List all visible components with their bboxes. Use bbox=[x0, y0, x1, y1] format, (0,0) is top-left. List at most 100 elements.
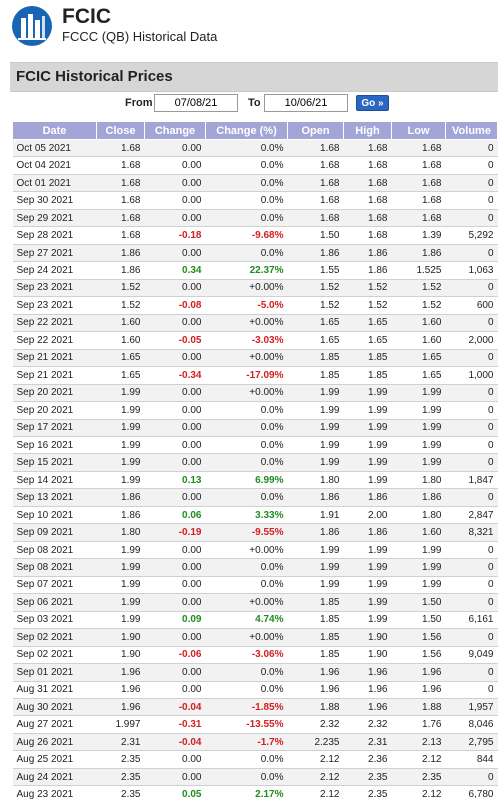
cell-volume: 0 bbox=[445, 173, 498, 192]
cell-volume: 0 bbox=[445, 383, 498, 402]
cell-change: -0.31 bbox=[144, 715, 206, 734]
cell-low: 1.68 bbox=[391, 138, 446, 157]
cell-change: 0.00 bbox=[144, 418, 206, 437]
cell-change: 0.34 bbox=[144, 261, 206, 280]
cell-low: 1.60 bbox=[391, 313, 446, 332]
table-row: Sep 02 2021 1.90 -0.06 -3.06% 1.85 1.90 1.56 9,… bbox=[12, 645, 498, 664]
cell-high: 1.99 bbox=[343, 593, 392, 612]
cell-change-percent: 0.0% bbox=[205, 401, 288, 419]
cell-low: 1.65 bbox=[391, 366, 446, 385]
cell-high: 2.36 bbox=[343, 750, 392, 769]
table-row: Sep 02 2021 1.90 0.00 +0.00% 1.85 1.90 1.56 0 bbox=[12, 628, 498, 647]
cell-date: Sep 06 2021 bbox=[12, 593, 97, 612]
cell-high: 1.52 bbox=[343, 278, 392, 297]
cell-change-percent: +0.00% bbox=[205, 383, 288, 402]
cell-change-percent: 0.0% bbox=[205, 767, 288, 786]
cell-open: 1.85 bbox=[287, 628, 344, 647]
cell-low: 1.60 bbox=[391, 331, 446, 350]
cell-change-percent: -17.09% bbox=[205, 366, 288, 385]
cell-open: 1.55 bbox=[287, 261, 344, 280]
cell-close: 1.99 bbox=[96, 453, 145, 472]
cell-low: 1.76 bbox=[391, 715, 446, 734]
cell-close: 1.86 bbox=[96, 243, 145, 262]
cell-volume: 9,049 bbox=[445, 645, 498, 664]
cell-close: 1.99 bbox=[96, 610, 145, 629]
cell-date: Sep 21 2021 bbox=[12, 366, 97, 385]
cell-low: 1.86 bbox=[391, 243, 446, 262]
column-header-change-percent[interactable]: Change (%) bbox=[205, 121, 288, 140]
table-row: Aug 27 2021 1.997 -0.31 -13.55% 2.32 2.32 1.76… bbox=[12, 715, 498, 734]
cell-change-percent: 3.33% bbox=[205, 505, 288, 524]
cell-change-percent: 0.0% bbox=[205, 575, 288, 594]
cell-date: Sep 22 2021 bbox=[12, 331, 97, 350]
cell-open: 1.99 bbox=[287, 575, 344, 594]
column-header-low[interactable]: Low bbox=[391, 121, 446, 140]
cell-change: -0.18 bbox=[144, 226, 206, 245]
cell-high: 1.90 bbox=[343, 628, 392, 647]
cell-close: 1.99 bbox=[96, 558, 145, 577]
cell-close: 1.60 bbox=[96, 313, 145, 332]
cell-volume: 0 bbox=[445, 156, 498, 175]
column-header-change[interactable]: Change bbox=[144, 121, 206, 140]
cell-close: 1.65 bbox=[96, 348, 145, 367]
cell-open: 2.235 bbox=[287, 732, 344, 751]
cell-close: 1.68 bbox=[96, 138, 145, 157]
table-row: Oct 04 2021 1.68 0.00 0.0% 1.68 1.68 1.68 0 bbox=[12, 156, 498, 175]
cell-high: 1.85 bbox=[343, 348, 392, 367]
cell-open: 1.99 bbox=[287, 540, 344, 559]
cell-change-percent: 0.0% bbox=[205, 558, 288, 577]
to-date-input[interactable] bbox=[264, 94, 348, 112]
cell-high: 1.99 bbox=[343, 610, 392, 629]
cell-volume: 0 bbox=[445, 435, 498, 454]
cell-open: 1.99 bbox=[287, 435, 344, 454]
cell-change-percent: 0.0% bbox=[205, 750, 288, 769]
column-header-close[interactable]: Close bbox=[96, 121, 145, 140]
column-header-high[interactable]: High bbox=[343, 121, 392, 140]
table-row: Sep 22 2021 1.60 0.00 +0.00% 1.65 1.65 1.60 0 bbox=[12, 313, 498, 332]
cell-open: 1.65 bbox=[287, 313, 344, 332]
cell-change: 0.00 bbox=[144, 558, 206, 577]
cell-change-percent: 0.0% bbox=[205, 418, 288, 437]
cell-close: 1.90 bbox=[96, 628, 145, 647]
table-row: Sep 21 2021 1.65 0.00 +0.00% 1.85 1.85 1.65 0 bbox=[12, 348, 498, 367]
cell-date: Sep 10 2021 bbox=[12, 505, 97, 524]
section-title: FCIC Historical Prices bbox=[16, 68, 173, 85]
cell-date: Sep 15 2021 bbox=[12, 453, 97, 472]
table-row: Aug 30 2021 1.96 -0.04 -1.85% 1.88 1.96 1.88 1,… bbox=[12, 697, 498, 716]
cell-change-percent: -3.03% bbox=[205, 331, 288, 350]
column-header-volume[interactable]: Volume bbox=[445, 121, 498, 140]
cell-high: 1.96 bbox=[343, 680, 392, 699]
cell-close: 1.96 bbox=[96, 697, 145, 716]
cell-date: Aug 27 2021 bbox=[12, 715, 97, 734]
cell-volume: 6,161 bbox=[445, 610, 498, 629]
cell-volume: 8,321 bbox=[445, 523, 498, 542]
column-header-date[interactable]: Date bbox=[12, 121, 97, 140]
cell-low: 1.99 bbox=[391, 453, 446, 472]
cell-low: 2.12 bbox=[391, 750, 446, 769]
cell-open: 1.50 bbox=[287, 226, 344, 245]
cell-volume: 2,000 bbox=[445, 331, 498, 350]
cell-close: 1.99 bbox=[96, 401, 145, 419]
cell-volume: 0 bbox=[445, 558, 498, 577]
cell-open: 1.86 bbox=[287, 243, 344, 262]
cell-high: 1.65 bbox=[343, 313, 392, 332]
to-label: To bbox=[248, 97, 261, 109]
cell-open: 1.99 bbox=[287, 418, 344, 437]
cell-date: Sep 13 2021 bbox=[12, 488, 97, 507]
cell-change-percent: 0.0% bbox=[205, 663, 288, 682]
cell-low: 1.50 bbox=[391, 610, 446, 629]
cell-change-percent: -1.7% bbox=[205, 732, 288, 751]
cell-low: 2.35 bbox=[391, 767, 446, 786]
cell-change: 0.00 bbox=[144, 243, 206, 262]
cell-low: 1.99 bbox=[391, 558, 446, 577]
table-row: Sep 08 2021 1.99 0.00 +0.00% 1.99 1.99 1.99 0 bbox=[12, 540, 498, 559]
cell-change-percent: 4.74% bbox=[205, 610, 288, 629]
from-date-input[interactable] bbox=[154, 94, 238, 112]
table-row: Sep 13 2021 1.86 0.00 0.0% 1.86 1.86 1.86 0 bbox=[12, 488, 498, 507]
cell-open: 1.85 bbox=[287, 610, 344, 629]
cell-close: 1.99 bbox=[96, 470, 145, 489]
go-button[interactable]: Go » bbox=[356, 95, 389, 111]
cell-volume: 0 bbox=[445, 488, 498, 507]
column-header-open[interactable]: Open bbox=[287, 121, 344, 140]
cell-open: 1.85 bbox=[287, 348, 344, 367]
